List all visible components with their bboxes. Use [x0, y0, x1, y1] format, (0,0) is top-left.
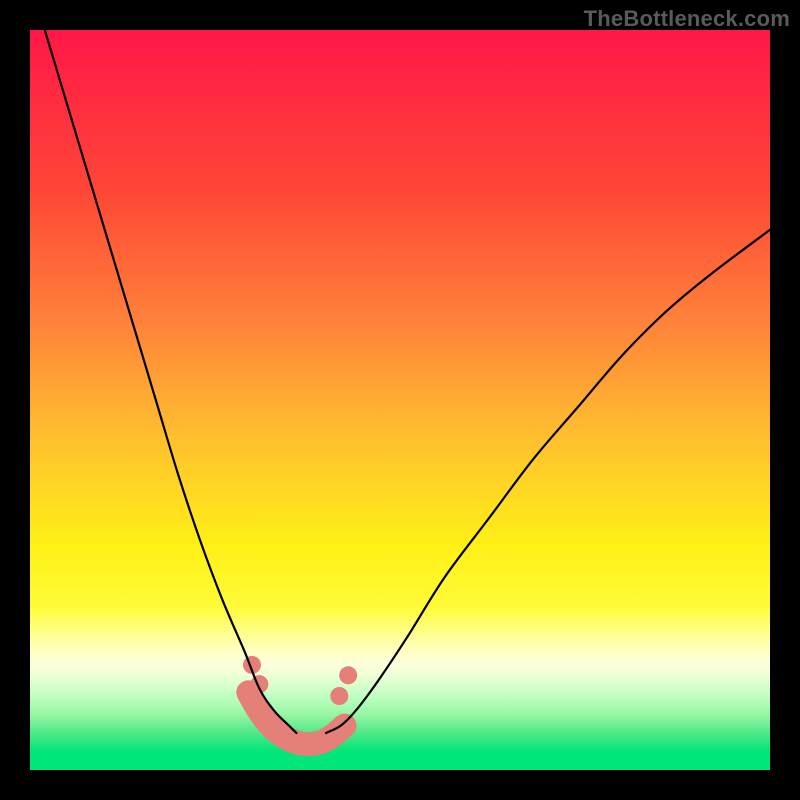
chart-stage: TheBottleneck.com — [0, 0, 800, 800]
chart-svg — [0, 0, 800, 800]
watermark-text: TheBottleneck.com — [584, 6, 790, 32]
